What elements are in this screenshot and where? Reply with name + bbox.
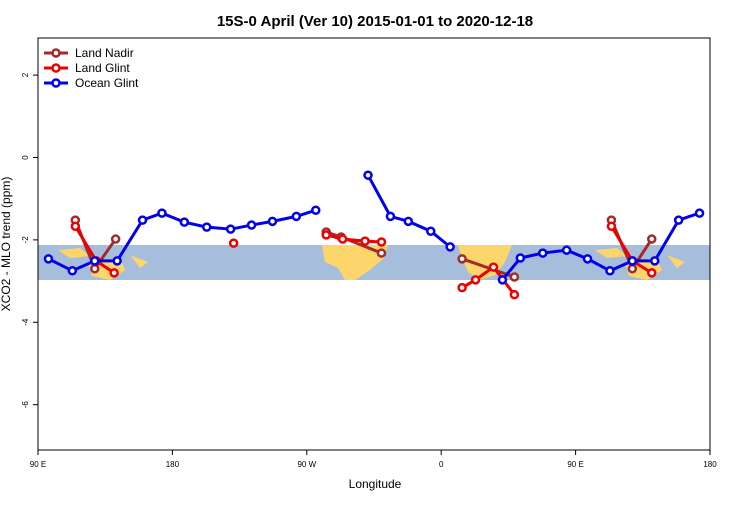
series-point (225, 224, 236, 234)
series-point (360, 236, 370, 246)
series-point (157, 208, 167, 218)
series-point (267, 216, 278, 227)
series-point (363, 170, 373, 180)
series-point (201, 222, 212, 232)
series-point (112, 256, 122, 266)
africa (322, 245, 388, 280)
series-point (470, 275, 481, 285)
legend-label: Land Nadir (75, 46, 134, 60)
series-point (605, 266, 615, 276)
series-point (110, 234, 121, 244)
series-point (537, 248, 548, 258)
series-point (89, 256, 100, 266)
series-point (321, 230, 331, 240)
legend-label: Ocean Glint (75, 76, 139, 90)
chart-title: 15S-0 April (Ver 10) 2015-01-01 to 2020-… (217, 13, 533, 30)
y-tick-label: -2 (21, 236, 30, 244)
legend-marker (51, 63, 61, 73)
series-point (403, 216, 414, 227)
series-point (109, 268, 119, 278)
series-point (694, 208, 705, 218)
y-tick-label: 0 (21, 155, 30, 160)
x-tick-label: 90 W (297, 460, 316, 469)
x-tick-label: 90 E (30, 460, 46, 469)
series-point (673, 215, 684, 225)
series-point (43, 254, 54, 264)
series-point (385, 211, 396, 222)
south-america (458, 245, 512, 280)
series-point (561, 245, 572, 255)
series-point (246, 220, 257, 230)
series-point (67, 266, 78, 276)
series-point (606, 221, 617, 232)
legend-marker (51, 78, 61, 88)
y-tick-label: -6 (21, 401, 30, 409)
y-tick-label: 2 (21, 72, 30, 77)
series-point (137, 215, 148, 225)
series-point (497, 275, 508, 285)
series-point (70, 221, 81, 232)
series-point (376, 248, 387, 258)
y-tick-label: -4 (21, 318, 30, 326)
series-point (627, 256, 638, 266)
series-line (501, 211, 701, 281)
series-point (627, 263, 638, 274)
series-point (647, 268, 657, 278)
series-point (488, 262, 499, 272)
x-tick-label: 0 (439, 460, 444, 469)
series-point (337, 234, 348, 244)
series-point (649, 256, 660, 266)
series-point (179, 217, 190, 227)
series (43, 170, 705, 285)
series-point (515, 253, 526, 263)
series-point (647, 234, 657, 244)
series-point (89, 263, 100, 274)
series-point (582, 254, 593, 264)
x-tick-label: 180 (166, 460, 180, 469)
series-point (228, 238, 239, 248)
legend-label: Land Glint (75, 61, 130, 75)
series-point (457, 282, 467, 293)
series-point (457, 254, 467, 264)
x-tick-label: 90 E (567, 460, 583, 469)
series-point (509, 289, 520, 300)
series-point (445, 242, 455, 252)
x-axis-label: Longitude (349, 477, 402, 491)
plot-frame (37, 37, 711, 451)
legend-marker (51, 48, 61, 58)
y-axis-label: XCO2 - MLO trend (ppm) (0, 177, 13, 312)
series-point (425, 226, 436, 236)
series-point (509, 272, 520, 282)
series-point (291, 211, 302, 222)
series-point (376, 237, 387, 247)
x-tick-label: 180 (703, 460, 717, 469)
series-point (311, 205, 321, 215)
series-line (325, 233, 382, 244)
